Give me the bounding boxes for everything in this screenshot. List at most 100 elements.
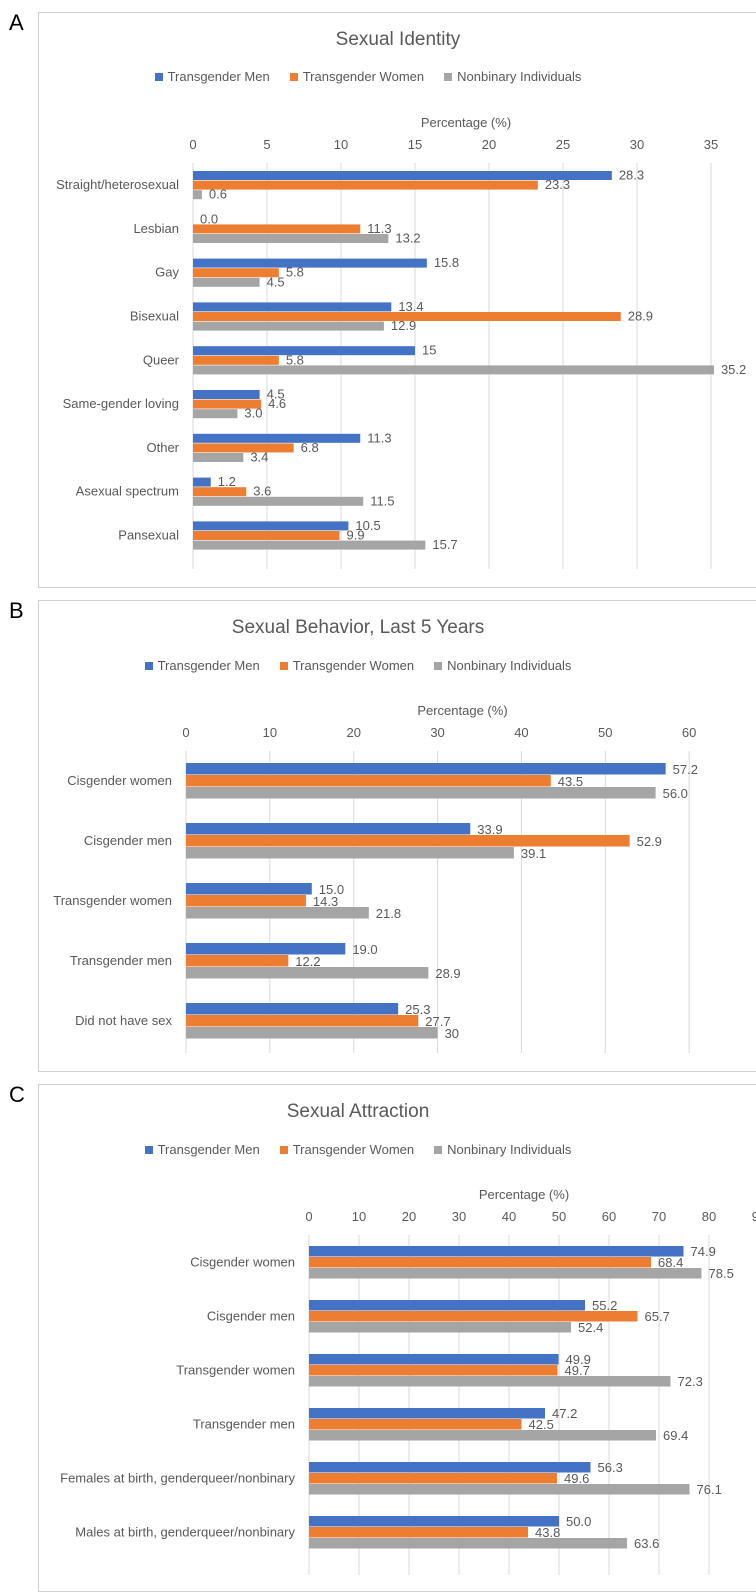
category-label-other: Other	[146, 440, 179, 455]
bar-transgender-women-asexual-spectrum	[193, 487, 247, 497]
data-label: 47.2	[552, 1406, 577, 1421]
x-axis-label: Percentage (%)	[417, 703, 507, 718]
category-label-transgender-men: Transgender men	[193, 1416, 295, 1431]
data-label: 52.4	[578, 1320, 603, 1335]
panel-letter-a: A	[9, 10, 24, 35]
data-label: 28.9	[435, 966, 460, 981]
category-label-same-gender-loving: Same-gender loving	[63, 396, 179, 411]
data-label: 52.9	[637, 834, 662, 849]
data-label: 9.9	[347, 528, 365, 543]
tick-label: 20	[402, 1209, 416, 1224]
legend-swatch	[444, 72, 453, 81]
data-label: 3.6	[253, 484, 271, 499]
data-label: 23.3	[545, 177, 570, 192]
legend-item-transgender-men: Transgender Men	[144, 658, 260, 673]
data-label: 5.8	[286, 352, 304, 367]
data-label: 42.5	[529, 1417, 554, 1432]
legend-swatch	[279, 1145, 288, 1154]
legend-label: Transgender Men	[157, 1142, 260, 1157]
data-label: 28.3	[619, 168, 644, 183]
data-label: 39.1	[521, 846, 546, 861]
bar-transgender-women-transgender-men	[186, 955, 289, 967]
x-axis-label: Percentage (%)	[421, 115, 511, 130]
chart-legend: Transgender Men Transgender Women Nonbin…	[39, 658, 717, 673]
bar-nonbinary-individuals-asexual-spectrum	[193, 496, 364, 506]
bar-transgender-women-cisgender-men	[309, 1311, 638, 1322]
category-label-transgender-women: Transgender women	[176, 1362, 295, 1377]
tick-label: 10	[334, 137, 348, 152]
data-label: 4.6	[268, 396, 286, 411]
data-label: 13.2	[395, 231, 420, 246]
chart-title: Sexual Attraction	[286, 1101, 430, 1122]
bar-transgender-men-straight-heterosexual	[193, 171, 612, 180]
tick-label: 0	[182, 725, 189, 740]
category-label-transgender-women: Transgender women	[53, 893, 172, 908]
bar-transgender-men-pansexual	[193, 521, 349, 531]
tick-label: 70	[652, 1209, 666, 1224]
category-label-lesbian: Lesbian	[133, 221, 179, 236]
tick-label: 10	[352, 1209, 366, 1224]
data-label: 55.2	[592, 1298, 617, 1313]
bar-nonbinary-individuals-queer	[193, 365, 714, 375]
bar-nonbinary-individuals-gay	[193, 277, 260, 287]
data-label: 27.7	[425, 1014, 450, 1029]
bar-nonbinary-individuals-did-not-have-sex	[186, 1027, 438, 1039]
legend-label: Transgender Men	[167, 69, 270, 84]
data-label: 33.9	[477, 822, 502, 837]
bar-nonbinary-individuals-lesbian	[193, 234, 389, 243]
tick-label: 40	[514, 725, 528, 740]
data-label: 4.5	[267, 387, 285, 402]
category-label-cisgender-men: Cisgender men	[84, 833, 172, 848]
data-label: 57.2	[673, 762, 698, 777]
legend-item-transgender-men: Transgender Men	[144, 1142, 260, 1157]
legend-item-nonbinary: Nonbinary Individuals	[434, 658, 571, 673]
data-label: 69.4	[663, 1428, 688, 1443]
tick-label: 20	[346, 725, 360, 740]
bar-transgender-men-males-at-birth-genderqueer-nonbinary	[309, 1516, 559, 1527]
data-label: 4.5	[267, 274, 285, 289]
bar-transgender-men-asexual-spectrum	[193, 477, 211, 487]
legend-item-transgender-women: Transgender Women	[279, 658, 414, 673]
bar-nonbinary-individuals-other	[193, 453, 244, 462]
legend-label: Nonbinary Individuals	[447, 658, 572, 673]
bar-chart-sexual-behavior: Percentage (%)010203040506070Cisgender w…	[53, 703, 698, 1053]
data-label: 56.3	[598, 1460, 623, 1475]
category-label-straight-heterosexual: Straight/heterosexual	[56, 177, 179, 192]
data-label: 28.9	[628, 309, 653, 324]
data-label: 0.0	[200, 211, 218, 226]
bar-nonbinary-individuals-same-gender-loving	[193, 409, 238, 419]
data-label: 15.0	[319, 882, 344, 897]
data-label: 76.1	[697, 1482, 722, 1497]
data-label: 63.6	[634, 1536, 659, 1551]
bar-transgender-men-queer	[193, 346, 415, 356]
legend-swatch	[144, 661, 153, 670]
bar-nonbinary-individuals-females-at-birth-genderqueer-nonbinary	[309, 1484, 690, 1495]
legend-label: Nonbinary Individuals	[447, 1142, 572, 1157]
bar-transgender-women-transgender-men	[309, 1419, 522, 1430]
bar-transgender-men-same-gender-loving	[193, 390, 260, 399]
bar-transgender-women-did-not-have-sex	[186, 1015, 419, 1027]
legend-label: Transgender Women	[302, 69, 425, 84]
data-label: 25.3	[405, 1002, 430, 1017]
bar-transgender-women-females-at-birth-genderqueer-nonbinary	[309, 1473, 557, 1484]
data-label: 49.9	[566, 1352, 591, 1367]
data-label: 11.5	[370, 493, 394, 508]
legend-item-nonbinary: Nonbinary Individuals	[434, 1142, 571, 1157]
bar-transgender-women-straight-heterosexual	[193, 180, 538, 190]
data-label: 11.3	[367, 430, 391, 445]
bar-nonbinary-individuals-straight-heterosexual	[193, 190, 202, 200]
bar-transgender-women-transgender-women	[186, 895, 306, 907]
chart-panel-a: Sexual Identity Transgender Men Transgen…	[38, 12, 756, 588]
bar-nonbinary-individuals-males-at-birth-genderqueer-nonbinary	[309, 1538, 627, 1549]
bar-transgender-women-males-at-birth-genderqueer-nonbinary	[309, 1527, 528, 1538]
bar-transgender-men-gay	[193, 258, 427, 268]
legend-swatch	[434, 661, 443, 670]
chart-title: Sexual Identity	[335, 29, 461, 50]
bar-transgender-women-pansexual	[193, 531, 340, 540]
tick-label: 80	[702, 1209, 716, 1224]
tick-label: 0	[305, 1209, 312, 1224]
data-label: 21.8	[376, 906, 401, 921]
data-label: 43.8	[535, 1525, 560, 1540]
panel-letter-c: C	[9, 1082, 25, 1107]
data-label: 0.6	[209, 187, 227, 202]
